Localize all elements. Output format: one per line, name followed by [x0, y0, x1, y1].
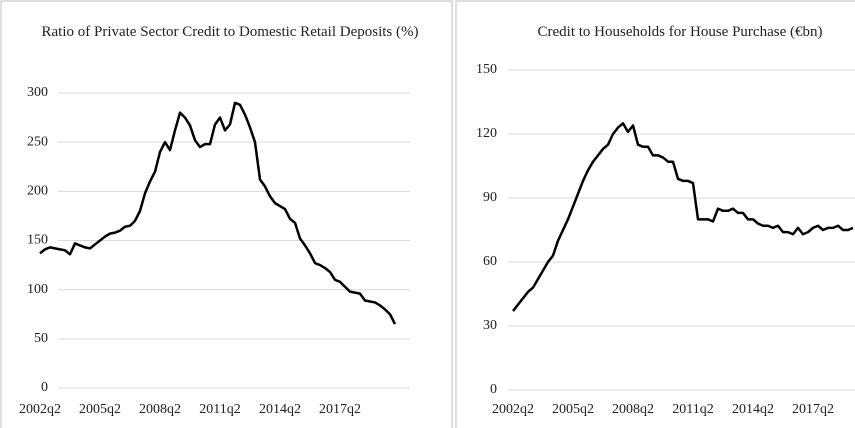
- y-tick-label: 200: [27, 184, 48, 199]
- y-tick-label: 100: [27, 282, 48, 297]
- x-tick-label: 2008q2: [139, 402, 181, 417]
- y-tick-label: 90: [483, 190, 497, 205]
- x-tick-label: 2014q2: [259, 402, 301, 417]
- y-tick-label: 250: [27, 134, 48, 149]
- panel-border: [455, 0, 855, 428]
- y-tick-label: 150: [27, 233, 48, 248]
- x-tick-label: 2017q2: [792, 402, 834, 417]
- x-tick-label: 2002q2: [19, 402, 61, 417]
- x-tick-label: 2017q2: [319, 402, 361, 417]
- chart-title: Credit to Households for House Purchase …: [537, 24, 823, 40]
- y-tick-label: 30: [483, 318, 497, 333]
- x-tick-label: 2011q2: [199, 402, 240, 417]
- chart-title: Ratio of Private Sector Credit to Domest…: [41, 24, 419, 40]
- y-tick-label: 120: [476, 126, 497, 141]
- x-tick-label: 2008q2: [612, 402, 654, 417]
- y-tick-label: 0: [41, 380, 48, 395]
- y-tick-label: 0: [490, 382, 497, 397]
- y-tick-label: 300: [27, 85, 48, 100]
- panel-border: [0, 0, 453, 428]
- y-tick-label: 150: [476, 62, 497, 77]
- data-line: [512, 122, 854, 312]
- y-tick-label: 60: [483, 254, 497, 269]
- y-tick-label: 50: [34, 331, 48, 346]
- data-line: [39, 101, 397, 325]
- x-tick-label: 2005q2: [79, 402, 121, 417]
- x-tick-label: 2005q2: [552, 402, 594, 417]
- x-tick-label: 2002q2: [492, 402, 534, 417]
- x-tick-label: 2014q2: [732, 402, 774, 417]
- x-tick-label: 2011q2: [672, 402, 713, 417]
